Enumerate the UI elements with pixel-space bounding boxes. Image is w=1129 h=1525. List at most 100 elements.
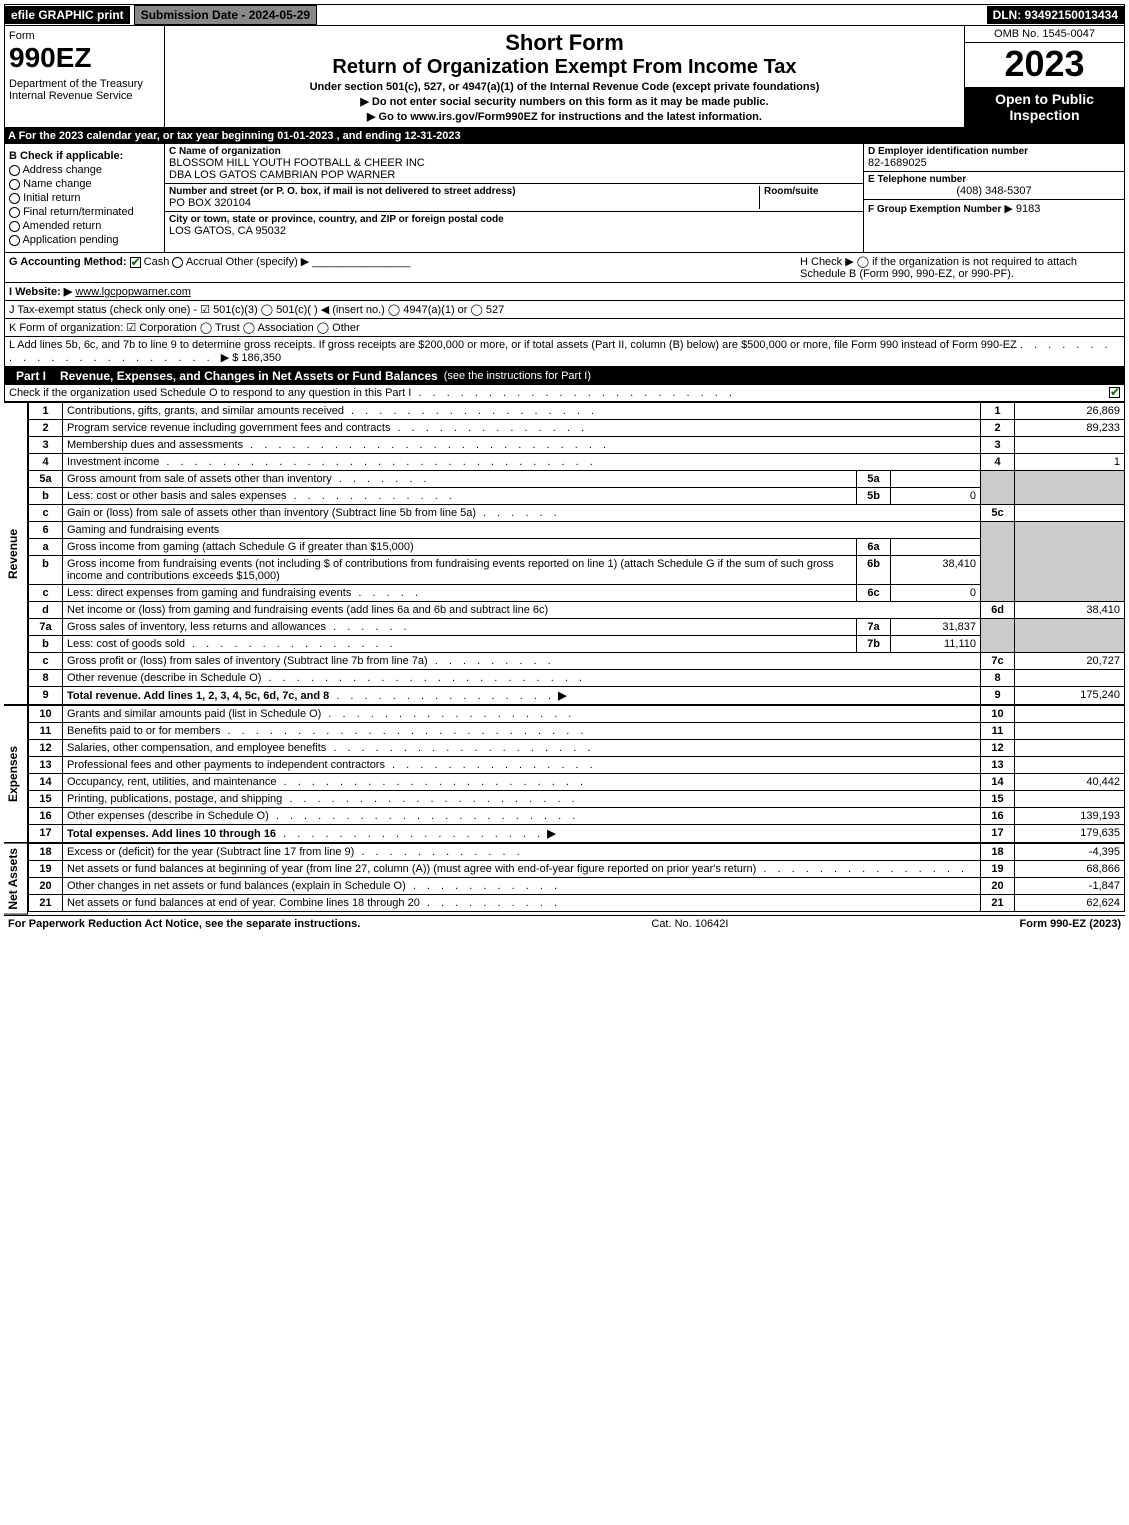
header-right: OMB No. 1545-0047 2023 Open to Public In… (964, 26, 1124, 127)
dln: DLN: 93492150013434 (987, 6, 1124, 24)
subtitle-ssn-warning: ▶ Do not enter social security numbers o… (173, 95, 956, 108)
expenses-table: 10 Grants and similar amounts paid (list… (28, 705, 1125, 843)
expenses-side-label: Expenses (4, 705, 28, 843)
opt-initial-return: Initial return (23, 192, 80, 204)
opt-amended-return: Amended return (22, 220, 101, 232)
open-to-public: Open to Public Inspection (965, 87, 1124, 127)
addr-label: Number and street (or P. O. box, if mail… (169, 186, 759, 197)
org-name-1: BLOSSOM HILL YOUTH FOOTBALL & CHEER INC (169, 157, 859, 169)
opt-cash: Cash (144, 256, 170, 268)
schedule-o-text: Check if the organization used Schedule … (9, 387, 1109, 399)
header-left: Form 990EZ Department of the Treasury In… (5, 26, 165, 127)
line-11: 11 Benefits paid to or for members . . .… (29, 723, 1125, 740)
checkbox-amended-return[interactable] (9, 221, 20, 232)
ein: 82-1689025 (868, 157, 1120, 169)
line-6a: a Gross income from gaming (attach Sched… (29, 539, 1125, 556)
opt-final-return: Final return/terminated (23, 206, 134, 218)
footer-left: For Paperwork Reduction Act Notice, see … (8, 918, 360, 930)
line-5b: b Less: cost or other basis and sales ex… (29, 488, 1125, 505)
line-13: 13 Professional fees and other payments … (29, 757, 1125, 774)
net-assets-table: 18 Excess or (deficit) for the year (Sub… (28, 843, 1125, 912)
line-19: 19 Net assets or fund balances at beginn… (29, 861, 1125, 878)
line-k-text: K Form of organization: ☑ Corporation ◯ … (9, 321, 1120, 334)
line-6d: d Net income or (loss) from gaming and f… (29, 602, 1125, 619)
line-1: 1 Contributions, gifts, grants, and simi… (29, 403, 1125, 420)
efile-label[interactable]: efile GRAPHIC print (5, 6, 130, 24)
line-8: 8 Other revenue (describe in Schedule O)… (29, 670, 1125, 687)
checkbox-name-change[interactable] (9, 179, 20, 190)
line-i: I Website: ▶ www.lgcpopwarner.com (4, 283, 1125, 301)
part-i-header: Part I Revenue, Expenses, and Changes in… (4, 367, 1125, 385)
line-17: 17 Total expenses. Add lines 10 through … (29, 825, 1125, 843)
checkbox-schedule-o[interactable] (1109, 387, 1120, 398)
subtitle-link[interactable]: ▶ Go to www.irs.gov/Form990EZ for instru… (173, 110, 956, 123)
net-assets-section: Net Assets 18 Excess or (deficit) for th… (4, 843, 1125, 915)
line-7a: 7a Gross sales of inventory, less return… (29, 619, 1125, 636)
group-exemption: ▶ 9183 (1004, 203, 1040, 215)
line-2: 2 Program service revenue including gove… (29, 420, 1125, 437)
line-l: L Add lines 5b, 6c, and 7b to line 9 to … (4, 337, 1125, 367)
opt-accrual: Accrual (186, 256, 223, 268)
line-15: 15 Printing, publications, postage, and … (29, 791, 1125, 808)
line-l-text: L Add lines 5b, 6c, and 7b to line 9 to … (9, 339, 1017, 351)
box-c: C Name of organization BLOSSOM HILL YOUT… (165, 144, 864, 252)
checkbox-final-return[interactable] (9, 207, 20, 218)
part-i-label: Part I (10, 369, 52, 383)
opt-other: Other (specify) ▶ (226, 256, 310, 268)
subtitle-section: Under section 501(c), 527, or 4947(a)(1)… (173, 81, 956, 93)
omb-number: OMB No. 1545-0047 (965, 26, 1124, 43)
box-e-label: E Telephone number (868, 174, 1120, 185)
line-10: 10 Grants and similar amounts paid (list… (29, 706, 1125, 723)
page-footer: For Paperwork Reduction Act Notice, see … (4, 915, 1125, 932)
net-assets-side-label: Net Assets (4, 843, 28, 915)
box-d-label: D Employer identification number (868, 146, 1120, 157)
line-a: A For the 2023 calendar year, or tax yea… (4, 128, 1125, 144)
row-ref: 1 (981, 403, 1015, 420)
line-l-value: ▶ $ 186,350 (221, 352, 281, 364)
city-label: City or town, state or province, country… (169, 214, 859, 225)
row-text: Contributions, gifts, grants, and simila… (67, 405, 344, 417)
checkbox-initial-return[interactable] (9, 193, 20, 204)
header-mid: Short Form Return of Organization Exempt… (165, 26, 964, 127)
telephone: (408) 348-5307 (868, 185, 1120, 197)
org-address: PO BOX 320104 (169, 197, 759, 209)
revenue-side-label: Revenue (4, 402, 28, 705)
checkbox-cash[interactable] (130, 257, 141, 268)
box-def: D Employer identification number 82-1689… (864, 144, 1124, 252)
opt-name-change: Name change (23, 178, 92, 190)
box-b: B Check if applicable: Address change Na… (5, 144, 165, 252)
title-return: Return of Organization Exempt From Incom… (173, 56, 956, 79)
org-name-2: DBA LOS GATOS CAMBRIAN POP WARNER (169, 169, 859, 181)
line-j: J Tax-exempt status (check only one) - ☑… (4, 301, 1125, 319)
line-5a: 5a Gross amount from sale of assets othe… (29, 471, 1125, 488)
footer-form-ref: Form 990-EZ (2023) (1020, 918, 1121, 930)
footer-catalog: Cat. No. 10642I (360, 918, 1019, 930)
line-16: 16 Other expenses (describe in Schedule … (29, 808, 1125, 825)
line-12: 12 Salaries, other compensation, and emp… (29, 740, 1125, 757)
website-url[interactable]: www.lgcpopwarner.com (75, 286, 191, 298)
box-c-label: C Name of organization (169, 146, 859, 157)
line-7c: c Gross profit or (loss) from sales of i… (29, 653, 1125, 670)
line-6c: c Less: direct expenses from gaming and … (29, 585, 1125, 602)
expenses-section: Expenses 10 Grants and similar amounts p… (4, 705, 1125, 843)
line-6b: b Gross income from fundraising events (… (29, 556, 1125, 585)
schedule-o-check-row: Check if the organization used Schedule … (4, 385, 1125, 402)
opt-address-change: Address change (22, 164, 102, 176)
part-i-title: Revenue, Expenses, and Changes in Net As… (60, 369, 438, 383)
room-label: Room/suite (764, 186, 859, 197)
line-20: 20 Other changes in net assets or fund b… (29, 878, 1125, 895)
line-6: 6 Gaming and fundraising events (29, 522, 1125, 539)
line-i-label: I Website: ▶ (9, 286, 72, 298)
form-number: 990EZ (9, 42, 160, 74)
checkbox-accrual[interactable] (172, 257, 183, 268)
department: Department of the Treasury Internal Reve… (9, 78, 160, 102)
form-label: Form (9, 30, 160, 42)
line-21: 21 Net assets or fund balances at end of… (29, 895, 1125, 912)
org-city: LOS GATOS, CA 95032 (169, 225, 859, 237)
checkbox-application-pending[interactable] (9, 235, 20, 246)
checkbox-address-change[interactable] (9, 165, 20, 176)
line-3: 3 Membership dues and assessments . . . … (29, 437, 1125, 454)
row-num: 1 (29, 403, 63, 420)
line-g-label: G Accounting Method: (9, 256, 127, 268)
top-bar: efile GRAPHIC print Submission Date - 20… (4, 4, 1125, 26)
